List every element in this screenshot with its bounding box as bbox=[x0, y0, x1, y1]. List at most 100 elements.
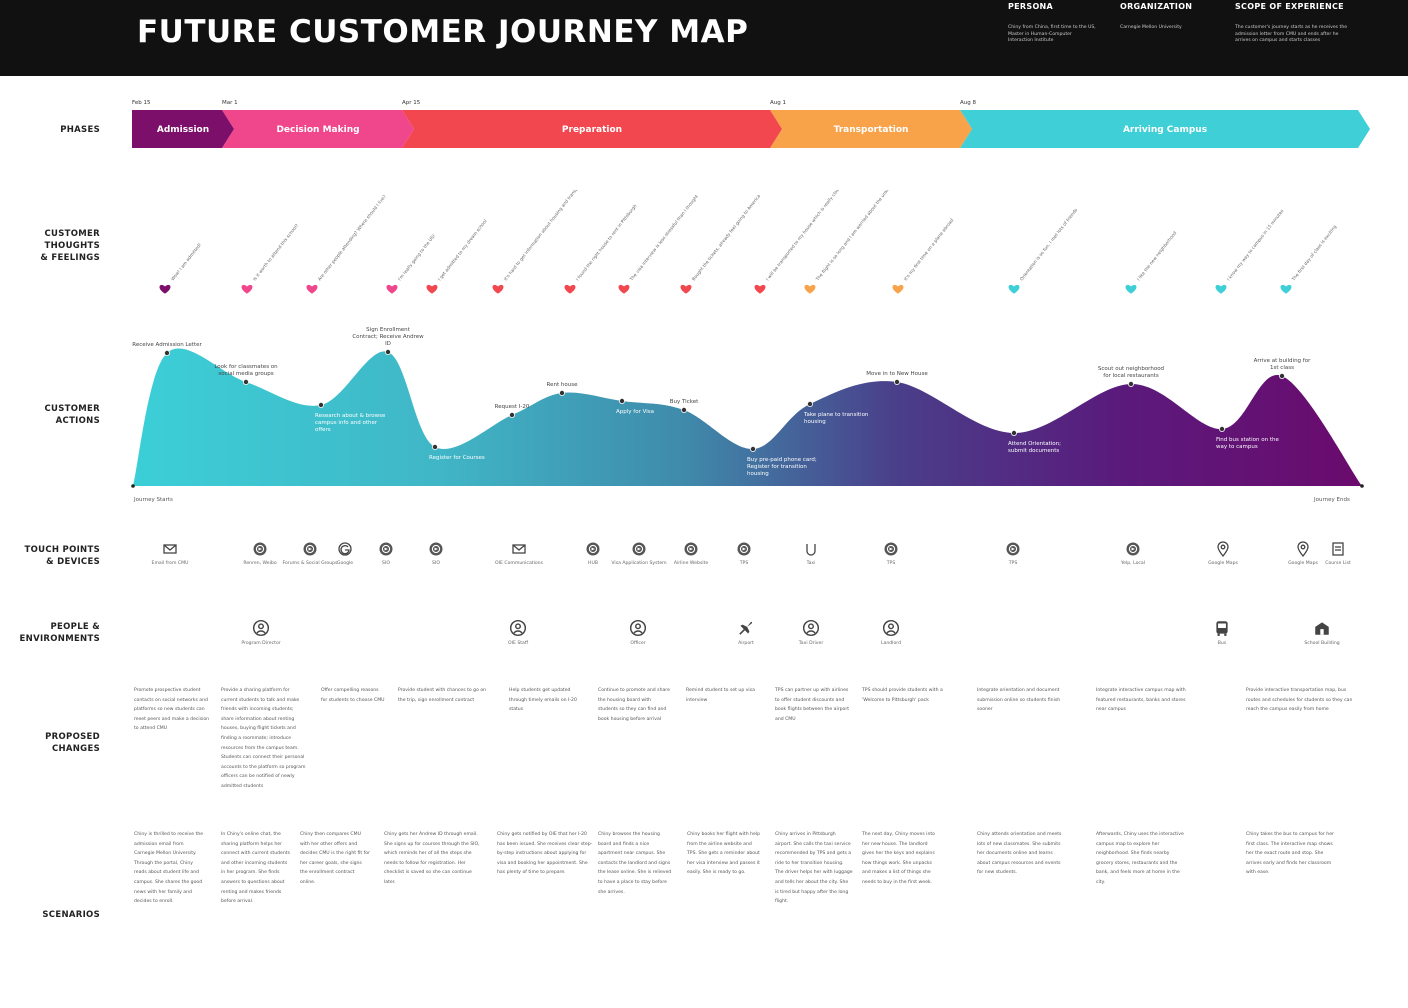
proposed-change-text: Provide interactive transportation map, … bbox=[1246, 688, 1353, 713]
heart-icon bbox=[618, 284, 630, 294]
web-icon bbox=[253, 542, 267, 556]
people-item: Program Director bbox=[231, 619, 291, 647]
feeling-item: I'm really going to the US! bbox=[386, 233, 437, 294]
heart-icon bbox=[892, 284, 904, 294]
heart-icon bbox=[241, 284, 253, 294]
journey-start-dot bbox=[131, 484, 135, 488]
touchpoint-label: SIO bbox=[432, 561, 440, 566]
feeling-item: I know my way to campus in 15 minutes bbox=[1215, 208, 1286, 294]
people-item: Bus bbox=[1192, 619, 1252, 647]
action-point: Attend Orientation; submit documents bbox=[1008, 430, 1061, 454]
scenario-text: Chiny then compares CMU with her other o… bbox=[300, 832, 370, 885]
person-icon bbox=[252, 619, 270, 637]
action-label: Move in to New House bbox=[866, 371, 928, 377]
feeling-item: The first day of class is exciting bbox=[1280, 224, 1338, 294]
touchpoint-label: Google Maps bbox=[1208, 561, 1238, 566]
phase-date: Feb 15 bbox=[132, 100, 151, 106]
feeling-item: I will be transported to my house which … bbox=[754, 190, 858, 294]
touchpoint-label: Taxi bbox=[806, 561, 816, 566]
feeling-item: I found the right house to rent in Pitts… bbox=[564, 203, 639, 294]
phase-label: Arriving Campus bbox=[1123, 125, 1207, 135]
journey-end-label: Journey Ends bbox=[1314, 497, 1350, 503]
touchpoint-item: Visa Application System bbox=[609, 541, 669, 567]
action-point: Request I-20 bbox=[495, 404, 530, 419]
feeling-item: Are other people attending? Where should… bbox=[306, 193, 388, 294]
organization-text: Carnegie Mellon University bbox=[1120, 25, 1182, 30]
people-label: School Building bbox=[1304, 641, 1340, 646]
phase-label: Admission bbox=[157, 125, 209, 135]
map-pin-icon bbox=[1217, 541, 1229, 557]
heart-icon bbox=[680, 284, 692, 294]
scope-label: SCOPE OF EXPERIENCE bbox=[1235, 2, 1344, 11]
feeling-text: Orientation is so fun, I met lots of fri… bbox=[1019, 207, 1080, 282]
page-title: FUTURE CUSTOMER JOURNEY MAP bbox=[137, 14, 749, 50]
airplane-icon bbox=[739, 621, 753, 635]
action-point: Take plane to transition housing bbox=[803, 401, 869, 425]
heart-icon bbox=[1008, 284, 1020, 294]
touchpoint-item: SIO bbox=[406, 541, 466, 567]
phase-date: Aug 1 bbox=[770, 100, 786, 106]
action-dot bbox=[317, 402, 324, 409]
header-bar: FUTURE CUSTOMER JOURNEY MAP PERSONA Chin… bbox=[0, 0, 1408, 76]
heart-icon bbox=[804, 284, 816, 294]
people-item: School Building bbox=[1292, 619, 1352, 647]
action-label: Take plane to transition housing bbox=[803, 412, 869, 425]
action-label: Look for classmates on social media group… bbox=[214, 364, 278, 377]
organization-label: ORGANIZATION bbox=[1120, 2, 1193, 11]
actions-wave bbox=[133, 348, 1362, 486]
feeling-text: Is it worth to attend this school? bbox=[252, 222, 301, 282]
action-label: Scout out neighborhood for local restaura… bbox=[1098, 366, 1164, 379]
web-icon bbox=[684, 542, 698, 556]
people-item: Officer bbox=[608, 619, 668, 647]
action-dot bbox=[807, 401, 814, 408]
proposed-change-text: Integrate interactive campus map with fe… bbox=[1096, 688, 1186, 713]
feeling-item: I like the new neighborhood bbox=[1125, 230, 1178, 294]
phase-label: Transportation bbox=[834, 125, 909, 135]
customer-actions-chart: Receive Admission Letter Look for classma… bbox=[131, 327, 1364, 488]
action-dot bbox=[1279, 373, 1286, 380]
feeling-text: The visa interview is less stressful tha… bbox=[628, 194, 700, 283]
action-point: Apply for Visa bbox=[616, 398, 654, 415]
phase-date: Mar 1 bbox=[222, 100, 238, 106]
people-label: OIE Staff bbox=[507, 641, 529, 646]
touchpoint-item: Course List bbox=[1308, 541, 1368, 567]
action-point: Move in to New House bbox=[866, 371, 928, 386]
action-label: Arrive at building for 1st class bbox=[1254, 358, 1311, 371]
scenario-text: Chiny is thrilled to receive the admissi… bbox=[134, 832, 204, 905]
touchpoint-label: Renren, Weibo bbox=[243, 561, 277, 566]
feeling-text: I'm really going to the US! bbox=[397, 233, 437, 282]
heart-icon bbox=[754, 284, 766, 294]
action-label: Research about & browse campus info and o… bbox=[315, 413, 386, 433]
heart-icon bbox=[426, 284, 438, 294]
proposed-change-text: Provide student with chances to go on th… bbox=[398, 688, 487, 703]
feeling-text: It's my first time on a plane abroad bbox=[903, 217, 955, 282]
action-label: Rent house bbox=[547, 382, 579, 388]
heart-icon bbox=[306, 284, 318, 294]
action-label: Apply for Visa bbox=[616, 409, 654, 415]
action-dot bbox=[619, 398, 626, 405]
person-icon bbox=[509, 619, 527, 637]
bus-icon bbox=[1216, 621, 1228, 636]
feeling-item: It's my first time on a plane abroad bbox=[892, 217, 955, 294]
touchpoint-item: Google Maps bbox=[1273, 541, 1333, 567]
action-point: Buy pre-paid phone card; Register for tra… bbox=[747, 445, 817, 477]
heart-icon bbox=[386, 284, 398, 294]
phase-label: Decision Making bbox=[276, 125, 359, 135]
touchpoint-item: Renren, Weibo bbox=[230, 541, 290, 567]
web-icon bbox=[303, 542, 317, 556]
feeling-item: Is it worth to attend this school? bbox=[241, 222, 301, 294]
scenario-text: In Chiny's online chat, the sharing plat… bbox=[221, 832, 290, 905]
heart-icon bbox=[564, 284, 576, 294]
action-point: Register for Courses bbox=[429, 444, 485, 461]
touchpoint-label: TPS bbox=[739, 561, 749, 566]
phone-icon bbox=[806, 544, 816, 556]
document-icon bbox=[1332, 542, 1344, 556]
action-dot bbox=[894, 379, 901, 386]
phase-arrow bbox=[960, 110, 1370, 148]
people-item: Taxi Driver bbox=[781, 619, 841, 647]
touchpoint-item: Yelp, Local bbox=[1103, 541, 1163, 567]
people-label: Landlord bbox=[880, 641, 901, 646]
action-dot bbox=[681, 407, 688, 414]
web-icon bbox=[884, 542, 898, 556]
touchpoint-item: TPS bbox=[861, 541, 921, 567]
